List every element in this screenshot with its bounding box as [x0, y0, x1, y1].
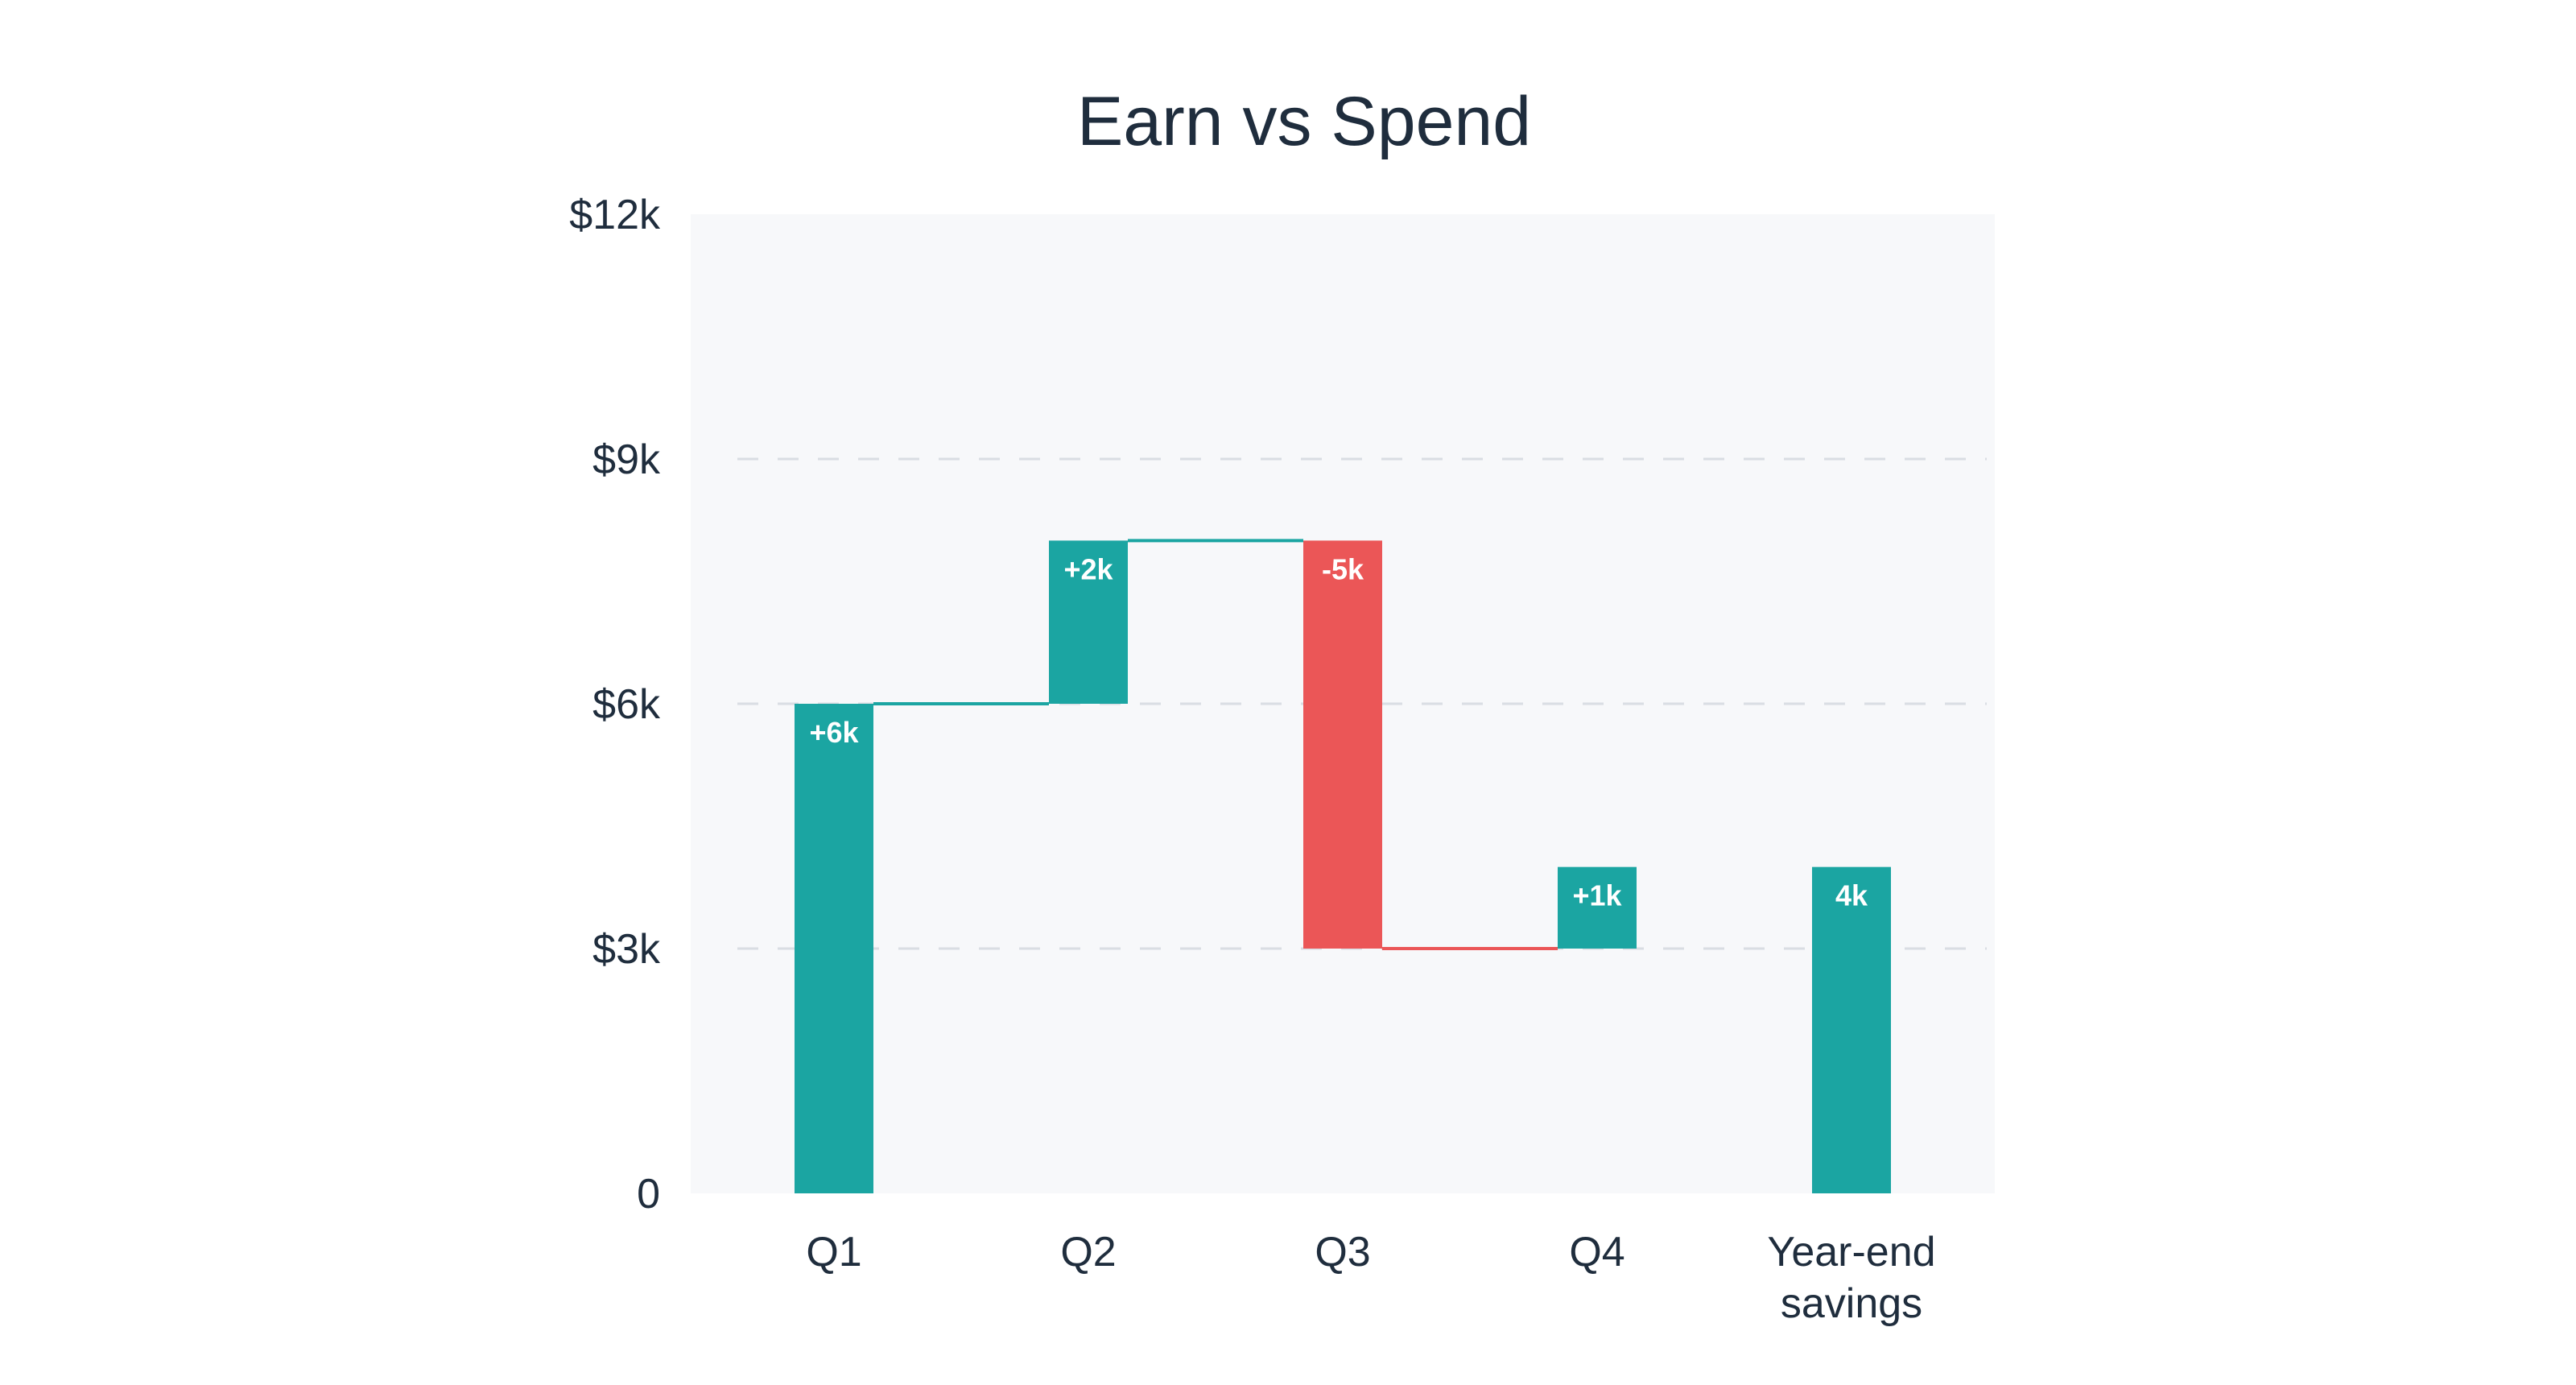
- data-label: +1k: [1572, 879, 1622, 912]
- data-labels: +6k +2k -5k +1k 4k: [809, 552, 1868, 912]
- bar-4: [1812, 866, 1891, 1193]
- x-axis-tick-labels: Q1 Q2 Q3 Q4 Year-end savings: [806, 1229, 1935, 1327]
- bar-3: [1558, 866, 1637, 949]
- data-label: -5k: [1322, 552, 1364, 585]
- y-tick-label: 0: [637, 1171, 660, 1218]
- x-tick-label: Q2: [1060, 1229, 1116, 1275]
- x-tick-label: Q4: [1569, 1229, 1624, 1275]
- data-label: +2k: [1063, 552, 1113, 585]
- chart-title: Earn vs Spend: [1077, 83, 1531, 160]
- bars: [795, 540, 1891, 1193]
- bar-0: [795, 704, 873, 1193]
- x-tick-label: Q3: [1315, 1229, 1370, 1275]
- y-tick-label: $6k: [592, 681, 661, 728]
- y-axis-tick-labels: 0 $3k $6k $9k $12k: [569, 192, 661, 1218]
- x-tick-label: Q1: [806, 1229, 861, 1275]
- y-tick-label: $3k: [592, 926, 661, 973]
- y-tick-label: $9k: [592, 436, 661, 483]
- bar-2: [1303, 540, 1382, 949]
- x-tick-label: savings: [1781, 1280, 1922, 1327]
- bar-1: [1049, 540, 1128, 704]
- data-label: 4k: [1835, 879, 1868, 912]
- x-tick-label: Year-end: [1767, 1229, 1935, 1275]
- y-tick-label: $12k: [569, 192, 661, 238]
- connectors: [873, 539, 1558, 950]
- data-label: +6k: [809, 716, 859, 749]
